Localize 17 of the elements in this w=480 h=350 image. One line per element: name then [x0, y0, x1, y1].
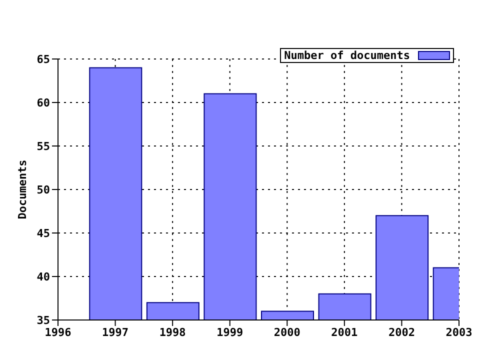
x-tick-label: 1999	[216, 326, 244, 339]
x-tick-label: 1998	[159, 326, 186, 339]
y-axis-title: Documents	[16, 160, 29, 220]
x-tick-label: 2000	[274, 326, 300, 339]
y-tick-label: 45	[36, 226, 50, 240]
x-tick-label: 1996	[44, 326, 72, 339]
x-tick-label: 2002	[388, 326, 415, 339]
x-tick-label: 2001	[331, 326, 358, 339]
legend-label: Number of documents	[284, 49, 410, 62]
y-tick-label: 65	[36, 52, 50, 66]
x-tick-label: 2003	[446, 326, 472, 339]
y-tick-label: 40	[36, 270, 50, 284]
y-tick-label: 35	[36, 314, 50, 327]
y-tick-label: 60	[36, 96, 50, 110]
y-tick-label: 55	[36, 140, 50, 153]
y-tick-label: 50	[36, 183, 50, 196]
x-tick-label: 1997	[102, 326, 129, 339]
